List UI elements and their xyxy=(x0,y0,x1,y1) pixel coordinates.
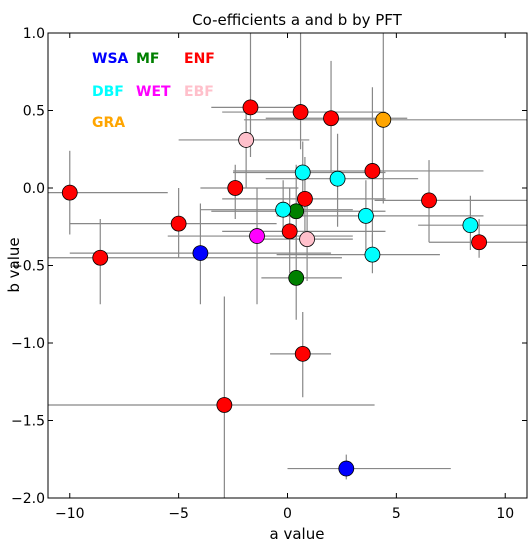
y-axis-title: b value xyxy=(5,237,23,292)
point-wsa xyxy=(338,460,355,477)
legend-entry-wsa: WSA xyxy=(92,51,129,67)
y-tick-label: −0.5 xyxy=(11,259,45,275)
point-enf xyxy=(421,192,437,209)
point-enf xyxy=(170,215,187,232)
y-tick-label: 0.0 xyxy=(23,181,45,197)
point-ebf xyxy=(238,132,255,148)
legend: WSA MF ENF DBF WET EBF GRA xyxy=(92,51,215,131)
point-wet xyxy=(249,228,265,244)
point-enf xyxy=(364,163,381,179)
point-enf xyxy=(216,397,233,413)
point-enf xyxy=(227,180,244,196)
plot-frame xyxy=(47,32,528,499)
point-dbf xyxy=(329,170,346,187)
chart-title: Co-efficients a and b by PFT xyxy=(192,11,403,29)
point-enf xyxy=(61,184,78,201)
point-gra xyxy=(375,111,392,128)
point-enf xyxy=(92,249,109,266)
point-mf xyxy=(288,203,305,220)
y-tick-label: −1.0 xyxy=(11,336,45,352)
legend-entry-mf: MF xyxy=(136,51,160,67)
point-ebf xyxy=(299,231,315,248)
point-dbf xyxy=(462,217,479,234)
point-wsa xyxy=(192,245,209,262)
point-enf xyxy=(242,99,259,116)
point-enf xyxy=(297,190,313,207)
point-dbf xyxy=(294,164,311,181)
y-tick-label: −2.0 xyxy=(11,491,45,507)
data-points xyxy=(61,99,488,477)
x-tick-label: 0 xyxy=(283,506,292,522)
point-enf xyxy=(281,223,298,240)
y-tick-label: 1.0 xyxy=(23,26,45,42)
x-tick-label: 10 xyxy=(496,506,514,522)
point-mf xyxy=(288,269,305,286)
x-tick-label: 5 xyxy=(392,506,401,522)
point-enf xyxy=(292,104,309,120)
legend-entry-enf: ENF xyxy=(184,51,215,67)
point-enf xyxy=(471,234,488,251)
point-enf xyxy=(294,345,311,362)
y-tick-label: −1.5 xyxy=(11,414,45,430)
x-axis-title: a value xyxy=(270,525,325,543)
legend-entry-wet: WET xyxy=(136,84,171,100)
legend-entry-gra: GRA xyxy=(92,115,125,131)
axis-ticks: −10 −5 0 5 10 1.0 0.5 0.0 −0.5 −1.0 −1.5 −2.0 xyxy=(11,26,527,522)
x-tick-label: −10 xyxy=(55,506,85,522)
point-enf xyxy=(323,110,339,127)
y-tick-label: 0.5 xyxy=(23,104,45,120)
point-dbf xyxy=(275,201,292,218)
legend-entry-ebf: EBF xyxy=(184,84,214,100)
point-dbf xyxy=(364,246,381,263)
point-dbf xyxy=(357,207,374,224)
error-bars xyxy=(48,33,527,498)
legend-entry-dbf: DBF xyxy=(92,84,124,100)
x-tick-label: −5 xyxy=(168,506,189,522)
